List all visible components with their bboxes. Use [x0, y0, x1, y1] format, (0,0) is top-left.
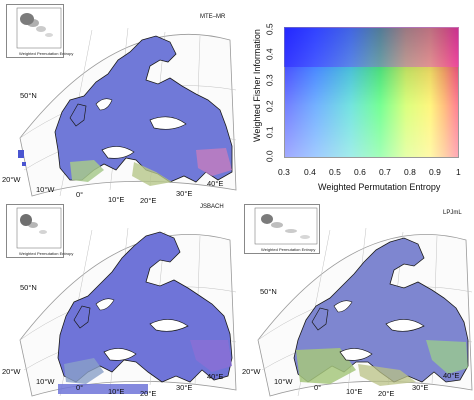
lon-label-0: 0°	[314, 383, 322, 392]
scatter-plot	[16, 7, 62, 49]
lon-label-40e: 40°E	[207, 372, 224, 381]
lon-label-10e: 10°E	[108, 387, 125, 396]
legend-ytick: 0.4	[264, 48, 275, 61]
map-panel-jsbach: Weighted Permutation Entropy JSBACH 50°N…	[0, 200, 240, 400]
legend-ylabel: Weighted Fisher Information	[252, 29, 262, 142]
legend-ytick: 0.0	[264, 150, 275, 163]
lon-label-40e: 40°E	[207, 179, 224, 188]
color-legend: Weighted Fisher Information 0.5 0.4 0.3 …	[240, 10, 474, 200]
model-label: LPJmL	[443, 210, 462, 216]
lon-label-10e: 10°E	[346, 387, 363, 396]
legend-xtick: 0.4	[304, 167, 316, 177]
lon-label-30e: 30°E	[176, 189, 193, 198]
legend-ytick: 0.5	[264, 23, 275, 36]
lon-label-20e: 20°E	[378, 389, 395, 398]
scatter-plot	[254, 207, 318, 245]
lon-label-20w: 20°W	[2, 175, 21, 184]
model-label: MTE–MR	[200, 14, 226, 20]
legend-ytick: 0.3	[264, 74, 275, 87]
lat-label-50n: 50°N	[20, 91, 37, 100]
lon-label-10e: 10°E	[108, 195, 125, 204]
scatter-plot	[16, 207, 62, 249]
legend-xtick: 0.8	[404, 167, 416, 177]
scatter-inset-lpjml: Weighted Permutation Entropy	[244, 204, 320, 254]
scatter-inset-jsbach: Weighted Permutation Entropy	[6, 204, 73, 258]
lon-label-20w: 20°W	[2, 367, 21, 376]
legend-xtick: 0.6	[354, 167, 366, 177]
map-panel-mte-mr: Weighted Permutation Entropy MTE–MR 50°N…	[0, 0, 240, 204]
legend-ytick: 0.2	[264, 100, 275, 113]
map-panel-lpjml: Weighted Permutation Entropy LPJmL 50°N …	[240, 200, 474, 400]
legend-ytick: 0.1	[264, 126, 275, 139]
lon-label-10w: 10°W	[36, 185, 55, 194]
lon-label-0: 0°	[76, 383, 84, 392]
legend-xtick: 0.7	[379, 167, 391, 177]
europe-map-mte-mr	[18, 27, 237, 197]
lat-label-50n: 50°N	[20, 283, 37, 292]
lon-label-0: 0°	[76, 190, 84, 199]
lon-label-10w: 10°W	[274, 377, 293, 386]
lon-label-20e: 20°E	[140, 389, 157, 398]
inset-xlabel: Weighted Permutation Entropy	[19, 51, 74, 56]
lon-label-20w: 20°W	[242, 367, 261, 376]
model-label: JSBACH	[200, 204, 224, 210]
legend-xtick: 0.9	[429, 167, 441, 177]
inset-xlabel: Weighted Permutation Entropy	[19, 251, 74, 256]
legend-xtick: 0.3	[278, 167, 290, 177]
lon-label-30e: 30°E	[176, 383, 193, 392]
europe-map-jsbach	[19, 227, 237, 397]
lon-label-40e: 40°E	[443, 371, 460, 380]
europe-map-lpjml	[257, 227, 473, 397]
legend-xtick: 0.5	[329, 167, 341, 177]
legend-xtick: 1	[456, 167, 461, 177]
inset-xlabel: Weighted Permutation Entropy	[261, 247, 316, 252]
lon-label-20e: 20°E	[140, 196, 157, 205]
lon-label-10w: 10°W	[36, 377, 55, 386]
scatter-inset-mte-mr: Weighted Permutation Entropy	[6, 4, 73, 58]
legend-gradient-top	[284, 27, 459, 67]
lat-label-50n: 50°N	[260, 287, 277, 296]
lon-label-30e: 30°E	[412, 383, 429, 392]
legend-xlabel: Weighted Permutation Entropy	[318, 182, 441, 192]
